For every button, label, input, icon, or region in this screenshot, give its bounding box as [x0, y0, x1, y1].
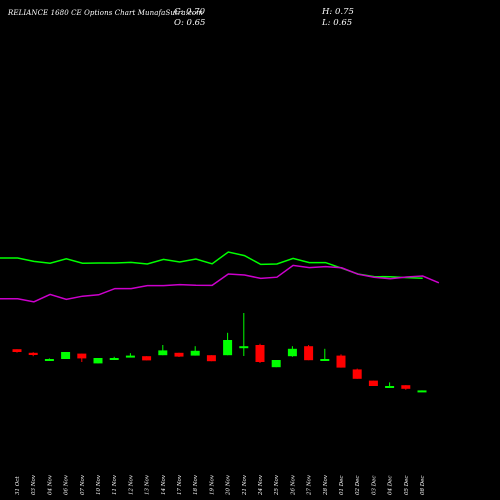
candle-body	[417, 390, 427, 393]
candle-body	[174, 352, 184, 357]
candle-body	[77, 353, 87, 359]
x-tick-label: 27 Nov	[307, 474, 313, 496]
x-tick-label: 01 Dec	[339, 476, 345, 496]
candle-body	[125, 355, 135, 358]
x-tick-label: 18 Nov	[193, 474, 199, 495]
x-tick-label: 10 Nov	[96, 474, 102, 495]
x-tick-label: 28 Nov	[323, 474, 329, 496]
x-tick-label: 21 Nov	[242, 474, 248, 496]
open-label: O: 0.65	[174, 18, 206, 28]
candle-body	[352, 369, 362, 379]
candle-body	[368, 380, 378, 386]
x-tick-label: 05 Dec	[404, 476, 410, 496]
candle-body	[61, 352, 71, 359]
candle-body	[304, 346, 314, 361]
candle-body	[158, 350, 168, 356]
candle-body	[287, 348, 297, 357]
x-tick-label: 03 Nov	[31, 474, 37, 495]
candle-body	[255, 345, 265, 362]
x-tick-label: 11 Nov	[112, 474, 118, 495]
indicator-lines	[0, 251, 440, 303]
candle-body	[223, 340, 233, 356]
x-tick-label: 25 Nov	[274, 474, 280, 496]
candle-body	[401, 385, 411, 389]
x-tick-label: 26 Nov	[290, 474, 296, 496]
x-tick-label: 04 Nov	[47, 474, 53, 495]
x-tick-label: 06 Nov	[64, 474, 70, 495]
close-label: C: 0.70	[174, 7, 205, 17]
x-tick-label: 14 Nov	[161, 474, 167, 495]
candle-body	[239, 346, 249, 349]
x-tick-label: 20 Nov	[226, 474, 232, 496]
candle-body	[44, 359, 54, 361]
x-tick-label: 19 Nov	[209, 474, 215, 495]
candles	[12, 313, 427, 393]
x-tick-label: 31 Oct	[15, 476, 21, 495]
chart-header: RELIANCE 1680 CE Options Chart MunafaSut…	[0, 0, 500, 42]
candle-body	[12, 349, 22, 352]
candle-body	[320, 359, 330, 361]
low-label: L: 0.65	[322, 18, 353, 28]
x-tick-label: 12 Nov	[128, 474, 134, 495]
candle-body	[142, 356, 152, 361]
candle-body	[93, 358, 103, 364]
candle-body	[271, 360, 281, 368]
candle-body	[336, 355, 346, 368]
x-tick-label: 08 Dec	[420, 476, 426, 496]
x-tick-label: 03 Dec	[371, 476, 377, 496]
x-axis-ticks: 31 Oct 03 Nov 04 Nov 06 Nov 07 Nov 10 Nov 11 N…	[15, 474, 426, 496]
candle-body	[28, 352, 38, 355]
x-tick-label: 24 Nov	[258, 474, 264, 496]
x-tick-label: 17 Nov	[177, 474, 183, 495]
x-tick-label: 02 Dec	[355, 476, 361, 496]
x-tick-label: 04 Dec	[388, 476, 394, 496]
candle-body	[109, 358, 119, 360]
candle-body	[206, 355, 216, 362]
chart-title: RELIANCE 1680 CE Options Chart MunafaSut…	[8, 9, 203, 17]
high-label: H: 0.75	[322, 7, 354, 17]
candle-body	[385, 386, 395, 388]
x-tick-label: 07 Nov	[80, 474, 86, 495]
lower-indicator-line	[0, 264, 440, 303]
x-tick-label: 13 Nov	[145, 474, 151, 495]
candle-body	[190, 350, 200, 356]
